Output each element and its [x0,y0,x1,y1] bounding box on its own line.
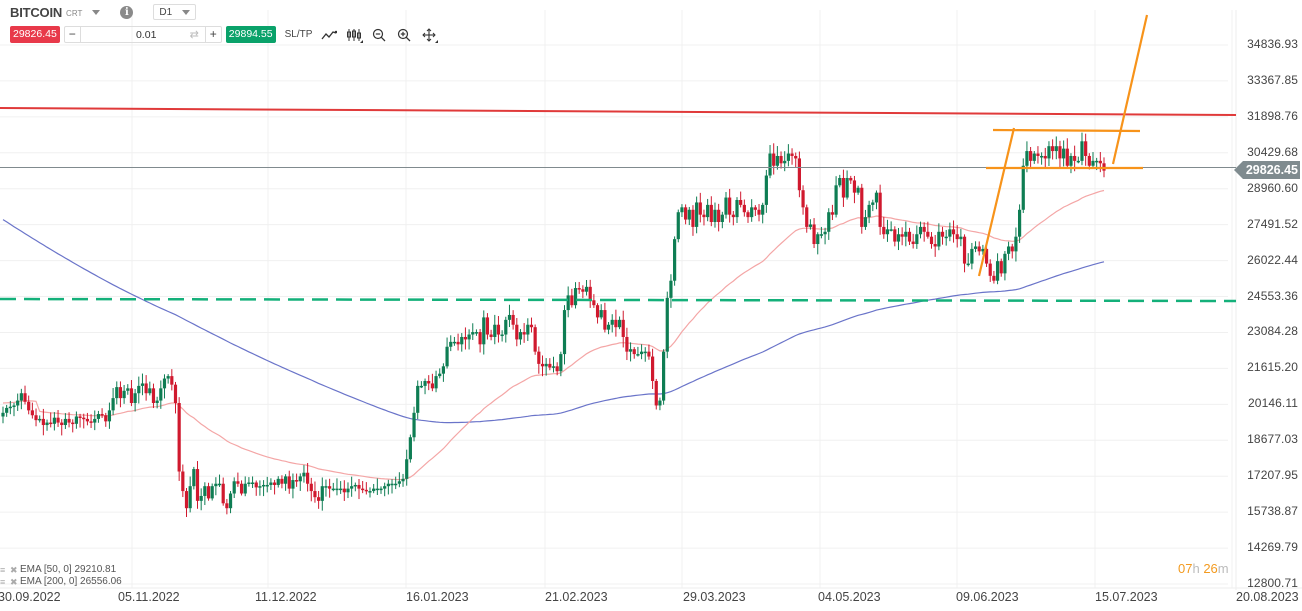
price-axis-label: 28960.60 [1247,180,1298,195]
price-axis-label: 24553.36 [1247,288,1298,303]
target-projection-line [1111,14,1149,165]
time-axis-label: 15.07.2023 [1095,590,1158,604]
price-axis-label: 34836.93 [1247,37,1298,51]
quantity-input[interactable]: 0.01 ⇄ [79,27,206,42]
menu-icon[interactable]: ≡ [0,565,6,575]
time-axis-label: 20.08.2023 [1236,590,1299,604]
menu-icon[interactable]: ≡ [0,577,6,587]
close-icon[interactable]: ✖ [10,577,18,587]
drawn-lines[interactable] [0,14,1237,303]
sell-button[interactable]: 29826.45 [10,26,60,43]
price-axis-label: 33367.85 [1247,72,1298,87]
time-axis-label: 09.06.2023 [956,590,1019,604]
swap-icon[interactable]: ⇄ [189,29,199,41]
sltp-button[interactable]: SL/TP [284,29,313,40]
timeframe-select[interactable]: D1 [153,4,197,20]
current-price-tag: 29826.45 [1233,161,1300,179]
price-axis-label: 18677.03 [1247,432,1298,447]
price-axis-label: 12800.71 [1247,576,1298,590]
zoom-in-icon[interactable] [396,27,412,43]
symbol-suffix: CRT [66,9,83,18]
time-axis-label: 04.05.2023 [818,590,881,604]
decrease-quantity-button[interactable]: − [68,27,76,41]
time-axis-label: 11.12.2022 [255,590,317,604]
time-axis-label: 29.03.2023 [683,590,746,604]
info-icon[interactable]: i [120,5,134,19]
legend-ema-200[interactable]: ≡ ✖ EMA [200, 0] 26556.06 [0,576,122,587]
price-axis-label: 20146.11 [1248,396,1298,411]
time-axis-label: 30.09.2022 [0,590,61,604]
price-axis-label: 15738.87 [1247,504,1298,519]
symbol-name[interactable]: BITCOIN [10,4,63,20]
timeframe-value: D1 [159,6,173,18]
chevron-down-icon [182,9,191,15]
price-axis-label: 21615.20 [1247,360,1298,375]
close-icon[interactable]: ✖ [10,565,18,575]
zoom-out-icon[interactable] [371,27,387,43]
price-axis-label: 27491.52 [1247,216,1298,231]
price-axis-label: 31898.76 [1247,108,1298,123]
indicator-legend: ≡ ✖ EMA [50, 0] 29210.81 ≡ ✖ EMA [200, 0… [0,564,122,588]
quantity-value: 0.01 [135,28,157,41]
increase-quantity-button[interactable]: + [209,27,217,41]
flagpole-line [977,127,1016,277]
price-axis-label: 23084.28 [1247,324,1298,339]
quantity-stepper[interactable]: − 0.01 ⇄ + [63,26,222,43]
trade-bar: 29826.45 − 0.01 ⇄ + 29894.55 SL/TP [10,26,439,43]
support-line [0,297,1237,303]
time-axis-label: 21.02.2023 [545,590,608,604]
instrument-bar: BITCOIN CRT i D1 [10,2,197,22]
price-axis-label: 26022.44 [1247,252,1298,267]
crosshair-icon[interactable] [421,27,439,43]
candlestick-series [1,132,1106,517]
price-axis-label: 14269.79 [1247,540,1298,555]
symbol-dropdown-icon[interactable] [92,9,101,15]
chart-grid [0,10,1302,590]
candle-countdown: 07h 26m [1178,561,1229,576]
price-axis-label: 30429.68 [1247,144,1298,159]
time-axis-label: 16.01.2023 [406,590,469,604]
price-axis-label: 17207.95 [1247,468,1298,483]
buy-button[interactable]: 29894.55 [225,26,276,43]
flag-top-line [992,128,1141,133]
indicators-icon[interactable] [346,27,364,43]
resistance-line [0,107,1237,116]
time-axis-label: 05.11.2022 [118,590,180,604]
legend-ema-50[interactable]: ≡ ✖ EMA [50, 0] 29210.81 [0,564,117,575]
chart-type-icon[interactable] [321,27,338,43]
